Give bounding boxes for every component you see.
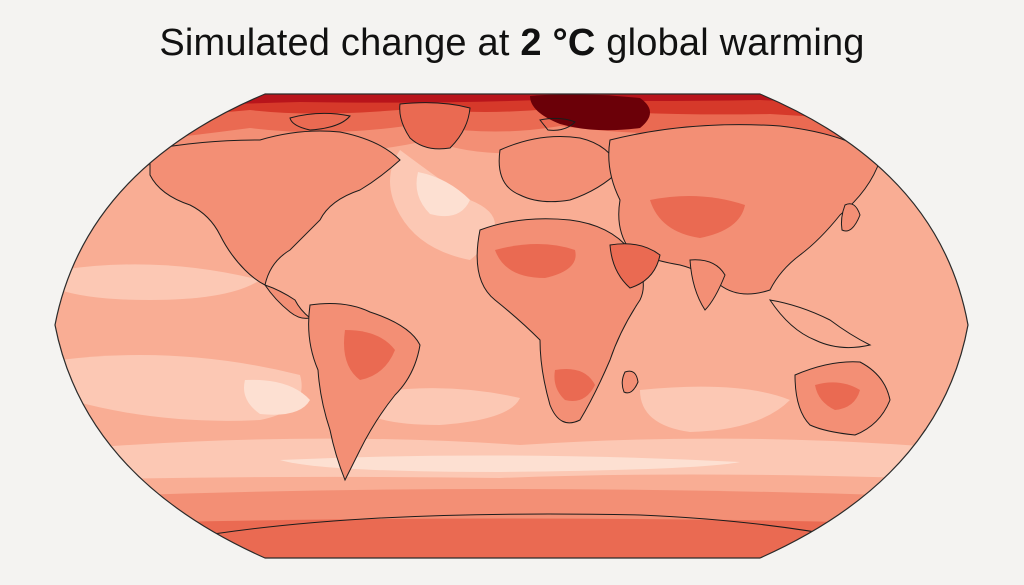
land-greenland bbox=[399, 102, 471, 150]
band-arctic-extreme bbox=[530, 94, 650, 131]
land-southeast-asia bbox=[768, 299, 872, 349]
band-antarctic-inner bbox=[55, 518, 968, 558]
band-tropical-pacific-light bbox=[60, 264, 260, 300]
band-arctic-hotter bbox=[55, 94, 968, 110]
title-suffix: global warming bbox=[595, 22, 865, 64]
globe-border bbox=[54, 93, 969, 559]
band-indian-ocean-light bbox=[640, 386, 790, 432]
land-arabia bbox=[609, 243, 661, 289]
band-arctic-hot bbox=[55, 94, 968, 128]
land-central-asia-core bbox=[650, 196, 745, 238]
land-madagascar bbox=[621, 370, 639, 394]
land-sahara-core bbox=[495, 244, 576, 278]
band-southern-ocean-lightest bbox=[280, 455, 740, 472]
band-south-atlantic-light bbox=[360, 388, 520, 425]
band-south-pacific-lightest bbox=[244, 379, 310, 415]
title-emphasis: 2 °C bbox=[520, 22, 596, 64]
land-north-america bbox=[149, 130, 401, 286]
land-australia-core bbox=[815, 382, 860, 410]
page-title: Simulated change at 2 °C global warming bbox=[0, 22, 1024, 65]
land-south-america-core bbox=[344, 330, 395, 380]
land-arctic-islands bbox=[289, 112, 576, 131]
land-southern-africa-core bbox=[554, 369, 595, 401]
land-antarctica bbox=[149, 513, 861, 558]
band-north-atlantic-lightest bbox=[416, 172, 470, 217]
warming-contours bbox=[55, 94, 968, 558]
land-japan bbox=[840, 203, 861, 232]
land-europe bbox=[498, 136, 621, 203]
title-prefix: Simulated change at bbox=[159, 22, 521, 64]
band-south-pacific-light bbox=[60, 355, 302, 421]
land-india bbox=[689, 259, 726, 311]
